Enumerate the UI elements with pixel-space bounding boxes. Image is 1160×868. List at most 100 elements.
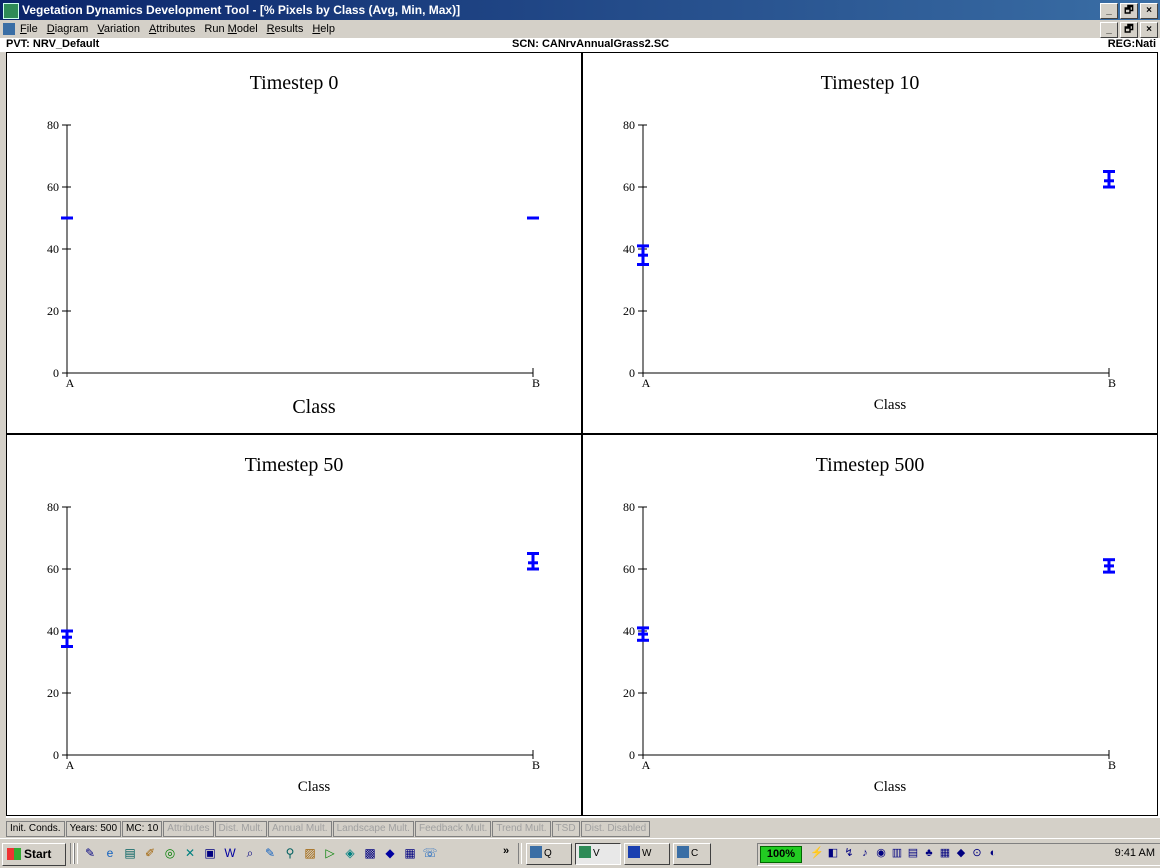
document-icon[interactable] (3, 23, 15, 35)
quick-launch-icon[interactable]: ✎ (264, 846, 276, 860)
menu-item-variation[interactable]: Variation (97, 23, 140, 35)
status-tab-years-500[interactable]: Years: 500 (65, 821, 122, 837)
quick-launch-icon[interactable]: ▤ (124, 846, 136, 860)
y-tick-label: 60 (623, 562, 635, 576)
close-button[interactable]: × (1140, 3, 1158, 19)
menu-bar: File Diagram Variation Attributes Run Model R… (0, 20, 1160, 38)
x-axis-label: Class (874, 779, 907, 795)
status-tab-landscape-mult[interactable]: Landscape Mult. (332, 821, 414, 837)
start-label: Start (24, 847, 52, 861)
menu-items: File Diagram Variation Attributes Run Model R… (20, 23, 335, 35)
quick-launch-icon[interactable]: ◈ (345, 846, 355, 860)
x-tick-label: A (642, 758, 651, 772)
task-button[interactable]: W (624, 843, 670, 865)
y-tick-label: 60 (623, 180, 635, 194)
app-icon[interactable] (3, 3, 19, 19)
chart-panel: Timestep 10 0 20 40 60 80 A B Class (582, 52, 1158, 434)
quick-launch-icon[interactable]: ☏ (422, 846, 438, 860)
tray-icon[interactable]: ◉ (876, 847, 886, 859)
task-button[interactable]: Q (526, 843, 572, 865)
menu-item-run-model[interactable]: Run Model (204, 23, 258, 35)
menu-item-help[interactable]: Help (312, 23, 335, 35)
quick-launch-icon[interactable]: ✐ (144, 846, 156, 860)
status-tab-dist-disabled[interactable]: Dist. Disabled (580, 821, 651, 837)
chart-title: Timestep 10 (821, 72, 920, 94)
quick-launch-icon[interactable]: ▣ (204, 846, 216, 860)
task-button[interactable]: C (673, 843, 711, 865)
tray-icon[interactable]: ♣ (925, 847, 933, 859)
task-button[interactable]: V (575, 843, 621, 865)
window-caption-buttons: _ 🗗 × (1100, 3, 1158, 19)
range-bar (527, 552, 539, 571)
quick-launch-icon[interactable]: ⌕ (246, 846, 254, 860)
quick-launch-icon[interactable]: ✕ (184, 846, 196, 860)
vddt-icon (579, 846, 591, 858)
chart-title: Timestep 0 (250, 72, 339, 94)
y-tick-label: 80 (47, 118, 59, 132)
status-tab-attributes[interactable]: Attributes (163, 821, 214, 837)
tray-icon[interactable]: ◧ (827, 847, 839, 859)
clock[interactable]: 9:41 AM (1114, 847, 1155, 859)
quick-launch-icon[interactable]: ▷ (325, 846, 335, 860)
quick-launch-icon[interactable]: ▦ (404, 846, 416, 860)
doc-minimize-button[interactable]: _ (1100, 22, 1118, 38)
zoom-indicator[interactable]: 100% (760, 846, 802, 863)
status-tab-tsd[interactable]: TSD (551, 821, 580, 837)
tray-icon[interactable]: ◐ (989, 847, 997, 859)
system-tray: 100% ⚡ ◧ ↯ ♪ ◉ ▥ ▤ ♣ ▦ ◆ ⊙ ◐ 9:41 AM (757, 843, 1160, 866)
tray-icon[interactable]: ⚡ (810, 847, 824, 859)
tray-icon[interactable]: ↯ (844, 847, 854, 859)
status-tab-dist-mult[interactable]: Dist. Mult. (214, 821, 267, 837)
status-tab-feedback-mult[interactable]: Feedback Mult. (414, 821, 492, 837)
quick-launch: ✎ e ▤ ✐ ◎ ✕ ▣ W ⌕ ✎ ⚲ ▨ ▷ ◈ ▩ ◆ ▦ ☏ (82, 845, 438, 861)
tray-icon[interactable]: ⊙ (972, 847, 982, 859)
quick-launch-icon[interactable]: ✎ (84, 846, 96, 860)
y-tick-label: 40 (623, 624, 635, 638)
menu-item-attributes[interactable]: Attributes (148, 23, 196, 35)
y-tick-label: 80 (47, 500, 59, 514)
y-tick-label: 20 (623, 686, 635, 700)
status-tab-init-conds[interactable]: Init. Conds. (6, 821, 65, 837)
status-tabs: Init. Conds. Years: 500 MC: 10 Attributes Di… (6, 821, 651, 837)
y-tick-label: 0 (629, 748, 635, 762)
y-tick-label: 40 (623, 242, 635, 256)
y-tick-label: 0 (53, 748, 59, 762)
quick-launch-icon[interactable]: ▨ (304, 846, 316, 860)
start-button[interactable]: Start (2, 843, 66, 866)
tray-icon[interactable]: ◆ (956, 847, 966, 859)
quick-launch-icon[interactable]: ◆ (385, 846, 395, 860)
menu-item-results[interactable]: Results (266, 23, 304, 35)
document-caption-buttons: _ 🗗 × (1100, 22, 1158, 38)
quick-launch-icon[interactable]: ⚲ (285, 846, 295, 860)
taskbar-separator (74, 843, 78, 864)
window-icon (530, 846, 542, 858)
quick-launch-icon[interactable]: W (224, 846, 236, 860)
status-tab-trend-mult[interactable]: Trend Mult. (492, 821, 551, 837)
quick-launch-icon[interactable]: ◎ (164, 846, 176, 860)
doc-restore-button[interactable]: 🗗 (1120, 22, 1138, 38)
tray-icon[interactable]: ▦ (939, 847, 951, 859)
x-tick-label: A (66, 758, 75, 772)
chart-svg: Timestep 500 0 20 40 60 80 A B Class (623, 454, 1116, 795)
range-bar (637, 626, 649, 642)
menu-item-diagram[interactable]: Diagram (46, 23, 89, 35)
menu-item-file[interactable]: File (20, 23, 38, 35)
status-tab-annual-mult[interactable]: Annual Mult. (267, 821, 332, 837)
y-tick-label: 60 (47, 562, 59, 576)
doc-close-button[interactable]: × (1140, 22, 1158, 38)
tray-icon[interactable]: ▤ (907, 847, 919, 859)
minimize-button[interactable]: _ (1100, 3, 1118, 19)
chart-svg: Timestep 50 0 20 40 60 80 A B Class (47, 454, 540, 795)
tray-icon[interactable]: ▥ (891, 847, 903, 859)
y-tick-label: 20 (47, 686, 59, 700)
taskbar-separator (70, 843, 74, 864)
quick-launch-icon[interactable]: e (106, 846, 114, 860)
pvt-label: PVT: NRV_Default (6, 38, 100, 50)
chart-grid: Timestep 0 0 20 40 60 80 A B Class Timestep 10 0 20… (6, 52, 1160, 818)
quick-launch-chevron-icon[interactable]: » (503, 845, 510, 857)
status-tab-mc-10[interactable]: MC: 10 (122, 821, 163, 837)
tray-icon[interactable]: ♪ (862, 847, 868, 859)
restore-button[interactable]: 🗗 (1120, 3, 1138, 19)
y-tick-label: 40 (47, 624, 59, 638)
quick-launch-icon[interactable]: ▩ (364, 846, 376, 860)
